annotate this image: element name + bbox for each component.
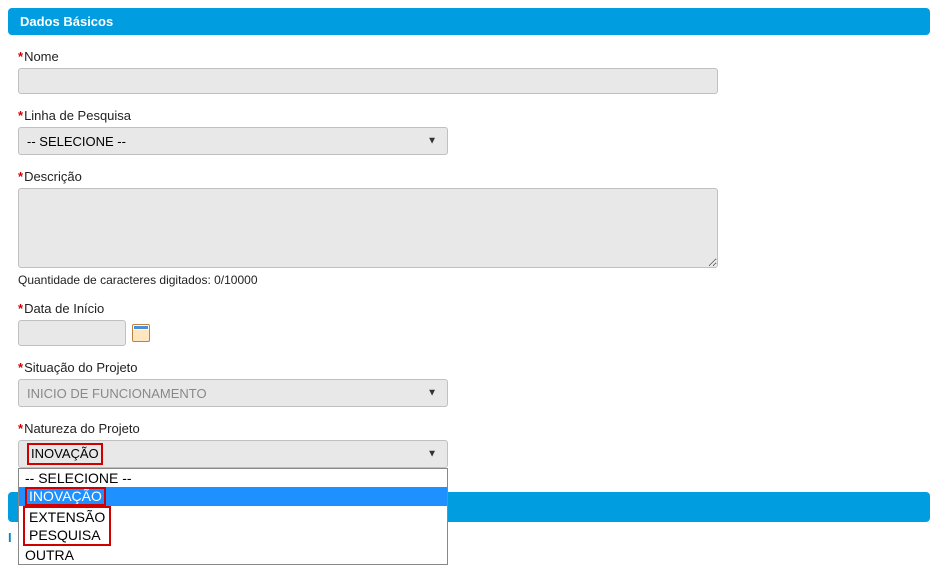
dropdown-option-inovacao[interactable]: INOVAÇÃO [19, 487, 447, 506]
textarea-descricao[interactable] [18, 188, 718, 268]
required-asterisk: * [18, 421, 23, 436]
panel-title: Dados Básicos [20, 14, 113, 29]
label-situacao-text: Situação do Projeto [24, 360, 137, 375]
calendar-icon[interactable] [132, 324, 150, 342]
dropdown-options-group-box: EXTENSÃO PESQUISA [19, 506, 447, 546]
field-descricao: *Descrição Quantidade de caracteres digi… [18, 169, 920, 287]
label-natureza-text: Natureza do Projeto [24, 421, 140, 436]
panel-header: Dados Básicos [8, 8, 930, 35]
label-descricao: *Descrição [18, 169, 920, 184]
select-linha-value: -- SELECIONE -- [27, 134, 126, 149]
label-linha-pesquisa: *Linha de Pesquisa [18, 108, 920, 123]
dropdown-option-pesquisa[interactable]: PESQUISA [27, 526, 107, 544]
select-natureza-value-highlighted: INOVAÇÃO [27, 443, 103, 465]
label-natureza: *Natureza do Projeto [18, 421, 920, 436]
required-asterisk: * [18, 169, 23, 184]
select-natureza[interactable]: INOVAÇÃO [18, 440, 448, 468]
dropdown-option-outra[interactable]: OUTRA [19, 546, 447, 564]
required-asterisk: * [18, 49, 23, 64]
required-asterisk: * [18, 108, 23, 123]
label-descricao-text: Descrição [24, 169, 82, 184]
char-counter: Quantidade de caracteres digitados: 0/10… [18, 273, 920, 287]
label-data-inicio: *Data de Início [18, 301, 920, 316]
required-asterisk: * [18, 360, 23, 375]
label-linha-text: Linha de Pesquisa [24, 108, 131, 123]
label-situacao: *Situação do Projeto [18, 360, 920, 375]
label-nome-text: Nome [24, 49, 59, 64]
select-linha-pesquisa[interactable]: -- SELECIONE -- [18, 127, 448, 155]
select-situacao[interactable]: INICIO DE FUNCIONAMENTO [18, 379, 448, 407]
dados-basicos-panel: Dados Básicos *Nome *Linha de Pesquisa -… [8, 8, 930, 474]
field-nome: *Nome [18, 49, 920, 94]
select-situacao-value: INICIO DE FUNCIONAMENTO [27, 386, 207, 401]
input-nome[interactable] [18, 68, 718, 94]
field-linha-pesquisa: *Linha de Pesquisa -- SELECIONE -- [18, 108, 920, 155]
field-situacao: *Situação do Projeto INICIO DE FUNCIONAM… [18, 360, 920, 407]
panel-body: *Nome *Linha de Pesquisa -- SELECIONE --… [8, 35, 930, 474]
dropdown-natureza: -- SELECIONE -- INOVAÇÃO EXTENSÃO PESQUI… [18, 468, 448, 565]
field-data-inicio: *Data de Início [18, 301, 920, 346]
dropdown-option-extensao[interactable]: EXTENSÃO [27, 508, 107, 526]
label-data-text: Data de Início [24, 301, 104, 316]
label-nome: *Nome [18, 49, 920, 64]
dropdown-option-selecione[interactable]: -- SELECIONE -- [19, 469, 447, 487]
select-natureza-value: INOVAÇÃO [31, 446, 99, 461]
date-input-wrap [18, 320, 920, 346]
option-inovacao-boxed: INOVAÇÃO [25, 487, 106, 506]
input-data-inicio[interactable] [18, 320, 126, 346]
required-asterisk: * [18, 301, 23, 316]
field-natureza: *Natureza do Projeto INOVAÇÃO -- SELECIO… [18, 421, 920, 468]
